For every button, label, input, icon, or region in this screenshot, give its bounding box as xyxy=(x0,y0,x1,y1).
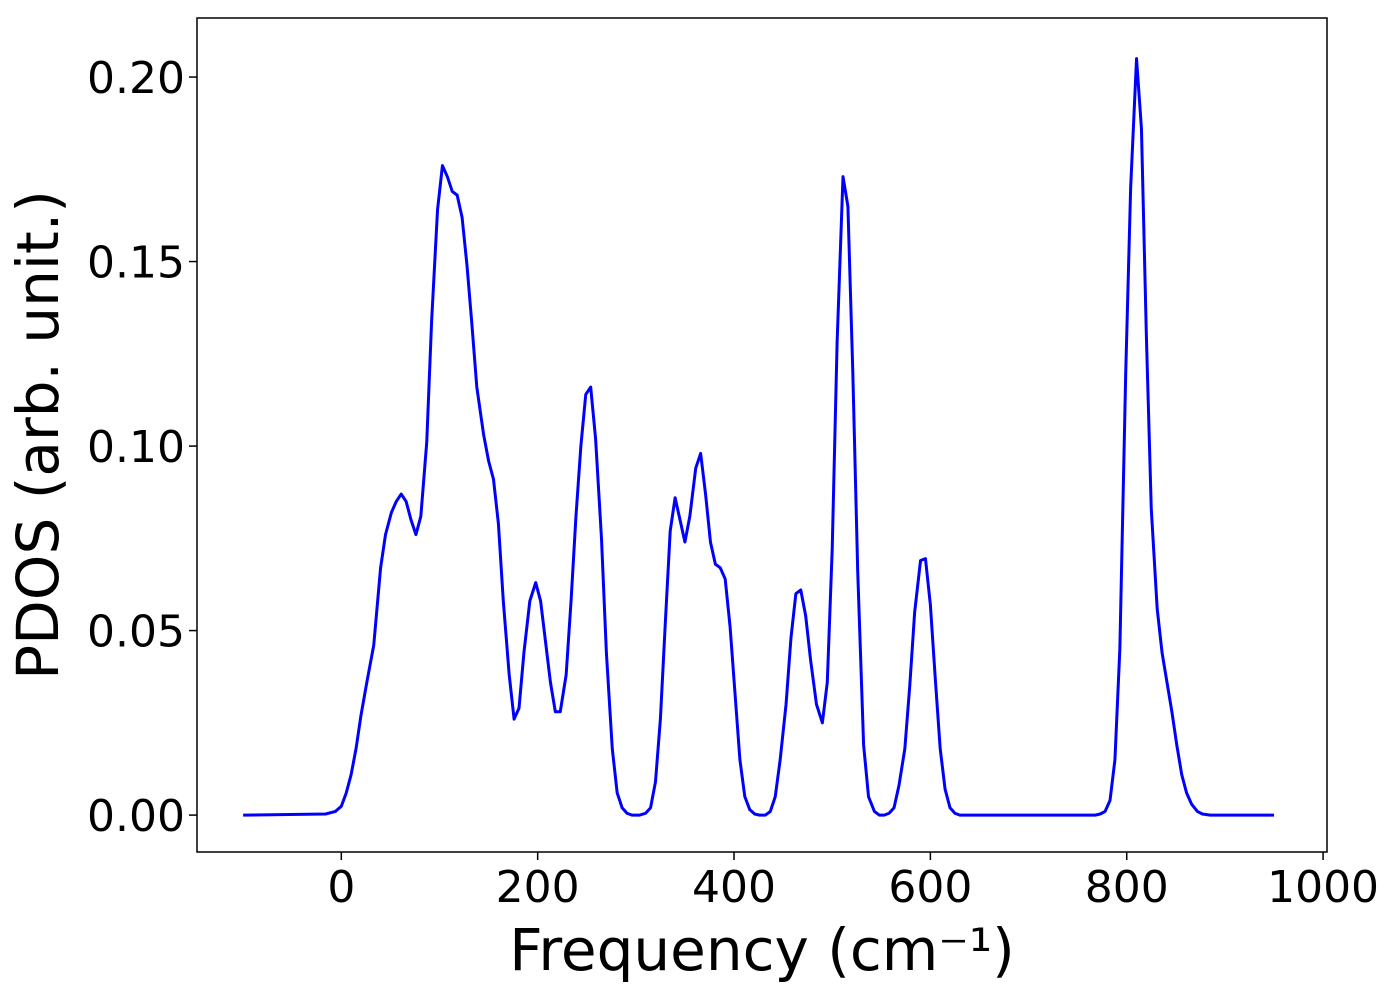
y-tick-label: 0.05 xyxy=(87,607,185,658)
y-tick-label: 0.20 xyxy=(87,53,185,104)
x-tick-label: 600 xyxy=(888,862,972,913)
x-tick-label: 200 xyxy=(496,862,580,913)
x-axis-label: Frequency (cm⁻¹) xyxy=(509,916,1015,984)
x-tick-label: 1000 xyxy=(1267,862,1379,913)
y-tick-label: 0.10 xyxy=(87,422,185,473)
y-tick-label: 0.00 xyxy=(87,791,185,842)
x-tick-label: 0 xyxy=(327,862,355,913)
plot-frame xyxy=(196,17,1328,853)
y-tick-label: 0.15 xyxy=(87,238,185,289)
line xyxy=(243,57,1274,817)
y-axis-label: PDOS (arb. unit.) xyxy=(4,190,72,680)
x-tick-label: 800 xyxy=(1085,862,1169,913)
x-tick-label: 400 xyxy=(692,862,776,913)
